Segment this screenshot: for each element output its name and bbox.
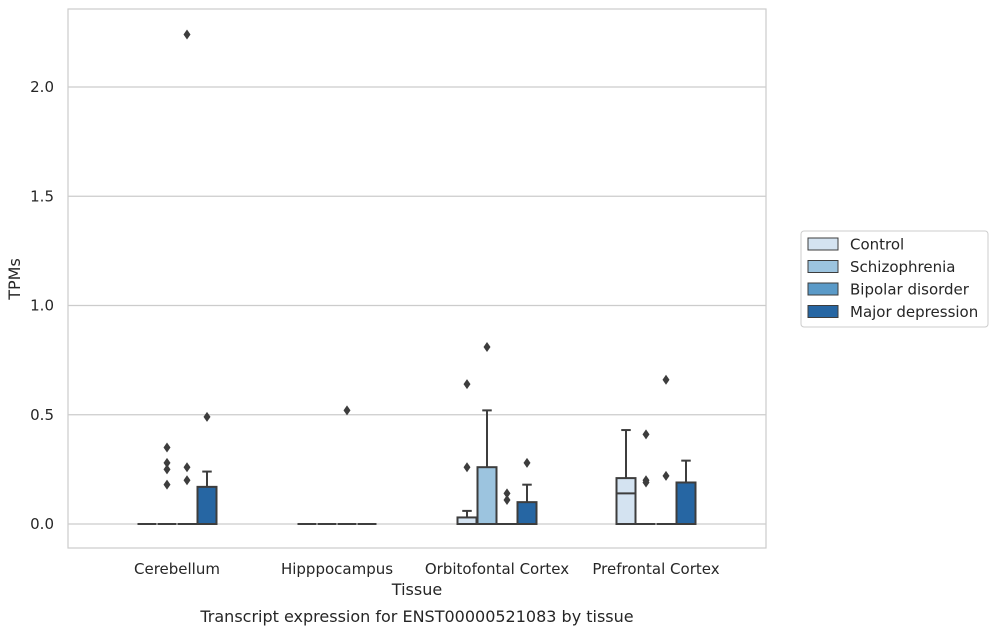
legend-swatch — [807, 305, 839, 318]
chart-caption: Transcript expression for ENST0000052108… — [199, 607, 633, 626]
y-tick-label: 1.0 — [30, 297, 54, 315]
outlier-point — [463, 462, 471, 473]
legend-frame — [800, 230, 989, 328]
outlier-point — [183, 29, 191, 40]
plot-area — [67, 8, 767, 549]
outlier-point — [463, 379, 471, 390]
box-group — [675, 459, 697, 525]
x-tick-label: Orbitofontal Cortex — [425, 560, 569, 578]
y-tick-label: 0.5 — [30, 406, 54, 424]
outlier-point — [163, 479, 171, 490]
x-axis-label: Tissue — [391, 580, 442, 599]
outlier-point — [503, 488, 511, 499]
box-group — [177, 29, 197, 525]
outlier-point — [642, 429, 650, 440]
legend-label: Major depression — [850, 303, 978, 321]
outlier-point — [343, 405, 351, 416]
outlier-point — [503, 494, 511, 505]
box-group — [476, 342, 498, 526]
outlier-point — [483, 342, 491, 353]
outlier-point — [662, 374, 670, 385]
outlier-point — [183, 462, 191, 473]
outlier-point — [203, 411, 211, 422]
box — [196, 485, 218, 526]
y-tick-labels: 0.0 0.5 1.0 1.5 2.0 — [30, 78, 54, 533]
x-tick-label: Hipppocampus — [281, 560, 393, 578]
box-group — [636, 429, 656, 525]
box — [615, 477, 637, 525]
y-tick-label: 1.5 — [30, 187, 54, 205]
y-axis-label: TPMs — [5, 258, 24, 301]
box-group — [615, 429, 637, 525]
legend-swatch — [807, 260, 839, 273]
x-tick-label: Cerebellum — [134, 560, 220, 578]
y-tick-label: 0.0 — [30, 515, 54, 533]
legend-swatch — [807, 237, 839, 251]
legend: Control Schizophrenia Bipolar disorder Majo… — [800, 230, 989, 328]
box — [516, 501, 538, 525]
legend-label: Bipolar disorder — [850, 281, 970, 299]
outlier-point — [523, 457, 531, 468]
y-tick-label: 2.0 — [30, 78, 54, 96]
legend-label: Schizophrenia — [850, 258, 955, 276]
box — [675, 481, 697, 525]
legend-label: Control — [850, 236, 904, 254]
box — [476, 466, 498, 526]
outlier-point — [662, 470, 670, 481]
box-group — [516, 457, 538, 525]
box-group — [337, 405, 357, 525]
box-group — [656, 374, 676, 525]
box-series — [137, 29, 697, 526]
legend-swatch — [807, 282, 839, 296]
outlier-point — [183, 475, 191, 486]
x-tick-labels: Cerebellum Hipppocampus Orbitofontal Corte… — [134, 560, 720, 578]
box-group — [497, 488, 517, 525]
outlier-point — [163, 457, 171, 468]
outlier-point — [642, 477, 650, 488]
box-group — [196, 411, 218, 526]
x-tick-label: Prefrontal Cortex — [592, 560, 719, 578]
outlier-point — [163, 442, 171, 453]
outlier-point — [163, 464, 171, 475]
box-group — [157, 442, 177, 525]
